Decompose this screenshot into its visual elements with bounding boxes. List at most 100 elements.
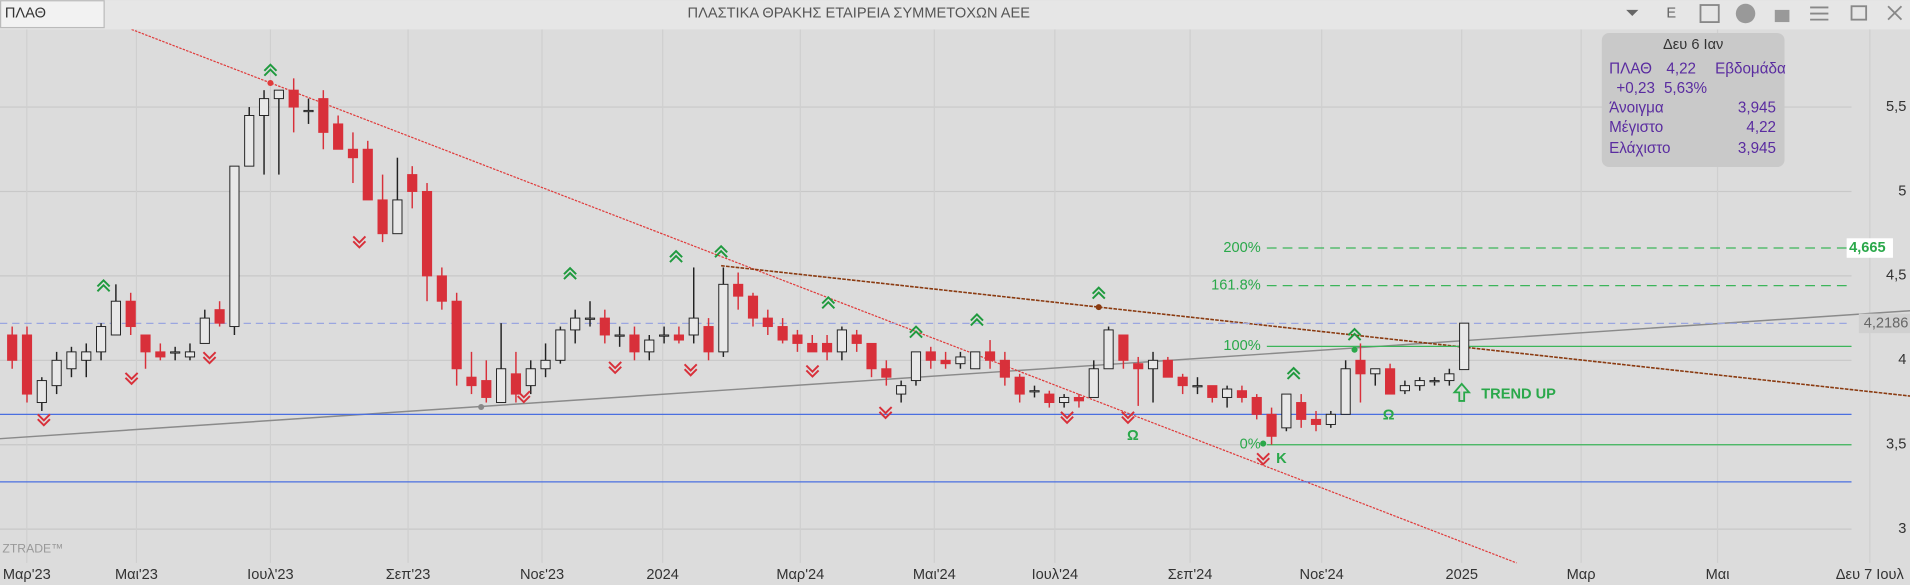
anchor-point bbox=[1260, 440, 1267, 447]
candle-body bbox=[1370, 368, 1381, 375]
sell-signal bbox=[352, 235, 367, 249]
y-tick-label: 5 bbox=[1898, 183, 1906, 199]
candle-body bbox=[762, 317, 773, 328]
candle-body bbox=[955, 356, 966, 365]
fib-label: 0% bbox=[1240, 437, 1261, 453]
close-button[interactable] bbox=[1887, 5, 1903, 21]
candle-body bbox=[1014, 376, 1025, 395]
candle-body bbox=[229, 165, 240, 328]
info-date: Δευ 6 Ιαν bbox=[1663, 37, 1723, 53]
candle-body bbox=[792, 334, 803, 344]
buy-signal bbox=[263, 63, 278, 77]
candle-body bbox=[659, 334, 670, 337]
y-tick-label: 5,5 bbox=[1886, 99, 1906, 115]
info-change: +0,23 bbox=[1616, 80, 1655, 97]
watermark: ZTRADE™ bbox=[2, 542, 63, 556]
target-label: 4,665 bbox=[1849, 240, 1886, 256]
candle-body bbox=[1399, 385, 1410, 392]
candle-body bbox=[407, 174, 418, 192]
lock-button[interactable] bbox=[1774, 9, 1790, 23]
candle-body bbox=[1088, 368, 1099, 398]
trend-up-arrow bbox=[1452, 382, 1472, 402]
candle-body bbox=[1073, 396, 1085, 402]
buy-signal bbox=[1347, 327, 1362, 341]
candle-body bbox=[244, 115, 255, 167]
candle-body bbox=[436, 275, 447, 302]
candle-body bbox=[1385, 368, 1396, 395]
x-tick-label: Νοε'24 bbox=[1300, 567, 1344, 583]
candle-body bbox=[718, 283, 729, 353]
candle-body bbox=[362, 148, 373, 201]
plot: 200% 161.8% 100% 0% bbox=[0, 78, 1852, 483]
candle-body bbox=[1296, 402, 1307, 420]
restore-button[interactable] bbox=[1850, 5, 1868, 21]
candle-body bbox=[807, 342, 818, 353]
candle-body bbox=[925, 351, 936, 361]
info-label: Μέγιστο bbox=[1609, 119, 1663, 136]
candle-body bbox=[1251, 396, 1262, 415]
fib-label: 100% bbox=[1223, 338, 1260, 354]
candle-body bbox=[703, 326, 714, 353]
symbol-input[interactable] bbox=[0, 0, 105, 29]
buy-signal bbox=[96, 278, 111, 292]
sell-signal bbox=[683, 363, 698, 377]
candle-body bbox=[1281, 393, 1292, 429]
candle-body bbox=[1459, 322, 1470, 371]
trend-line bbox=[0, 310, 1910, 440]
dropdown-button[interactable] bbox=[1626, 9, 1639, 16]
candle-body bbox=[984, 351, 996, 361]
candle-body bbox=[644, 339, 655, 353]
annotation: TREND UP bbox=[1481, 387, 1556, 403]
candle-body bbox=[970, 351, 981, 370]
info-value: 3,945 bbox=[1738, 140, 1776, 157]
candle-body bbox=[881, 368, 892, 378]
candle-body bbox=[1266, 413, 1277, 437]
info-panel bbox=[1601, 33, 1785, 168]
anchor-point bbox=[267, 79, 274, 87]
candle-body bbox=[999, 359, 1010, 378]
menu-button[interactable] bbox=[1810, 6, 1829, 21]
info-label: Ελάχιστο bbox=[1609, 140, 1670, 157]
x-tick-label: Μαρ bbox=[1567, 567, 1596, 583]
x-tick-label: Μαι bbox=[1706, 567, 1730, 583]
info-symbol: ΠΛΑΘ bbox=[1609, 61, 1652, 78]
candle-body bbox=[496, 368, 507, 404]
candle-body bbox=[184, 351, 196, 358]
candle-body bbox=[1029, 390, 1040, 393]
annotation: Ω bbox=[1383, 407, 1395, 423]
buy-signal bbox=[1286, 366, 1301, 380]
panel-button[interactable] bbox=[1699, 4, 1720, 23]
candle-body bbox=[258, 98, 270, 116]
anchor-point bbox=[478, 403, 485, 411]
y-tick-label: 4,5 bbox=[1886, 268, 1906, 284]
comment-button[interactable] bbox=[1735, 3, 1756, 24]
candle-body bbox=[733, 283, 744, 297]
sell-signal bbox=[805, 364, 820, 378]
anchor-point bbox=[1351, 346, 1358, 353]
fib-label: 161.8% bbox=[1211, 277, 1261, 293]
sell-signal bbox=[202, 351, 217, 365]
toolbar bbox=[0, 0, 1910, 30]
candle-body bbox=[392, 199, 403, 235]
candle-body bbox=[1103, 329, 1114, 370]
candle-body bbox=[421, 190, 433, 277]
target-label-box bbox=[1846, 238, 1893, 258]
y-tick-label: 3,5 bbox=[1886, 437, 1906, 453]
e-button[interactable]: E bbox=[1666, 5, 1676, 21]
candle-body bbox=[525, 368, 536, 387]
candle-body bbox=[1429, 380, 1440, 383]
buy-signal bbox=[970, 313, 984, 327]
chart-title: ΠΛΑΣΤΙΚΑ ΘΡΑΚΗΣ ΕΤΑΙΡΕΙΑ ΣΥΜΜΕΤΟΧΩΝ ΑΕΕ bbox=[688, 5, 1031, 21]
candle-body bbox=[1207, 385, 1218, 398]
candle-body bbox=[1414, 380, 1425, 387]
candle-body bbox=[21, 334, 33, 395]
candle-body bbox=[836, 329, 847, 353]
candle-body bbox=[570, 317, 581, 331]
candle-body bbox=[1325, 413, 1336, 425]
info-label: Άνοιγμα bbox=[1609, 100, 1664, 117]
candle-body bbox=[125, 300, 136, 328]
candle-body bbox=[510, 373, 522, 395]
sell-signal bbox=[1060, 411, 1074, 425]
sell-signal bbox=[878, 406, 893, 420]
